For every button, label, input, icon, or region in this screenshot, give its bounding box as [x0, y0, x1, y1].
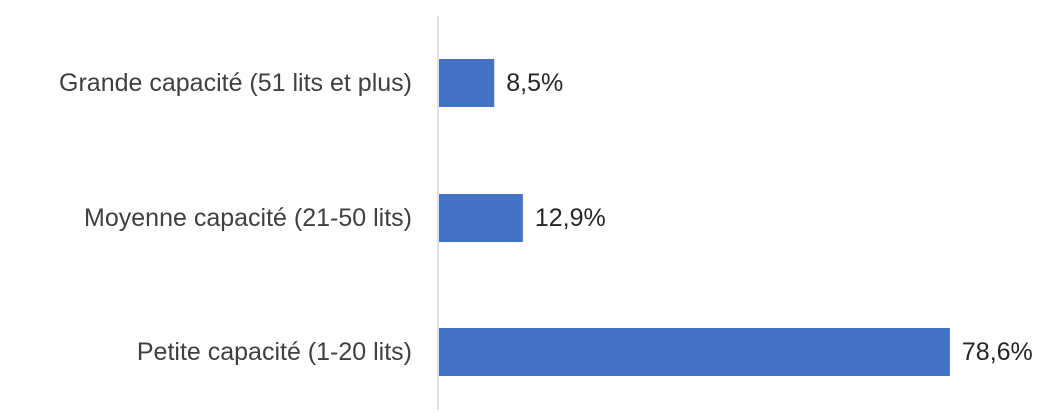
data-label-3: 78,6%: [962, 338, 1033, 366]
data-labels-group: 8,5% 12,9% 78,6%: [506, 69, 1033, 366]
category-label-3: Petite capacité (1-20 lits): [137, 338, 412, 366]
data-label-2: 12,9%: [535, 204, 606, 232]
category-labels-group: Grande capacité (51 lits et plus) Moyenne…: [59, 69, 412, 366]
bar-2: [439, 194, 523, 242]
data-label-1: 8,5%: [506, 69, 563, 97]
bars-group: [439, 59, 950, 376]
bar-1: [439, 59, 495, 107]
category-label-2: Moyenne capacité (21-50 lits): [84, 204, 412, 232]
bar-3: [439, 328, 950, 376]
category-label-1: Grande capacité (51 lits et plus): [59, 69, 412, 97]
